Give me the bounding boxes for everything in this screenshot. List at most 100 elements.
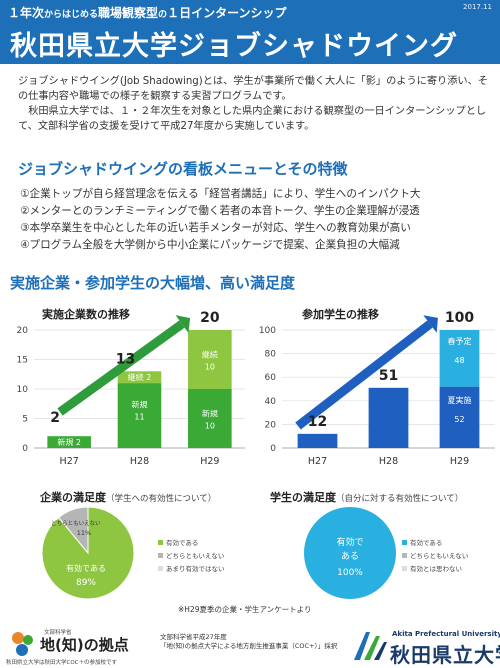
company-satisfaction-pie: 有効である89%どちらともいえない11%有効であるどちらともいえないあまり有効で…: [41, 506, 225, 600]
segment-label: 継続 2: [128, 372, 152, 382]
menu-item: ①企業トップが自ら経営理念を伝える「経営者講話」により、学生へのインパクト大: [20, 188, 421, 200]
company-satisfaction-subtitle: （学生への有効性について）: [106, 494, 217, 504]
legend-label: 有効である: [166, 538, 198, 547]
y-tick-label: 80: [265, 350, 277, 360]
segment-label: 新規: [132, 400, 148, 410]
pie-slice-label: どちらともいえない: [51, 519, 101, 527]
trend-arrow-head: [423, 315, 438, 333]
subtitle-suffix: １日インターンシップ: [167, 6, 287, 20]
legend-swatch: [402, 553, 407, 558]
intro-paragraph-1: ジョブシャドウイング(Job Shadowing)とは、学生が事業所で働く大人に…: [18, 76, 488, 102]
menu-item: ②メンターとのランチミーティングで働く若者の本音トーク、学生の企業理解が浸透: [20, 205, 420, 217]
university-emblem-icon: [354, 632, 387, 660]
coc-logo: 文部科学省 地(知)の拠点 秋田県立大学は秋田大学COC＋の参加校です: [4, 628, 154, 666]
bar-segment: [368, 387, 409, 448]
university-name-jp: 秋田県立大学: [390, 643, 500, 667]
intro-paragraph-2: 秋田県立大学では、１・２年次生を対象とした県内企業における観察型の一日インターン…: [18, 106, 487, 132]
subtitle-small2: の: [158, 10, 168, 20]
bar-segment: [117, 371, 162, 384]
total-label: 12: [308, 414, 327, 430]
segment-label: 夏実施: [448, 395, 472, 405]
total-label: 51: [379, 368, 398, 384]
survey-note: ※H29夏季の企業・学生アンケートより: [178, 605, 312, 614]
legend-label: 有効とは思わない: [410, 564, 462, 573]
x-tick-label: H27: [308, 456, 327, 467]
university-name-en: Akita Prefectural University: [392, 630, 500, 638]
company-satisfaction-label: 企業の満足度: [40, 491, 106, 504]
pie-slice-value: 89%: [76, 578, 96, 588]
y-tick-label: 15: [17, 356, 28, 366]
university-logo: Akita Prefectural University 秋田県立大学: [350, 628, 500, 667]
footer-adoption-note: 文部科学省平成27年度 「地(知)の拠点大学による地方創生推進事業（COC+）」…: [160, 633, 337, 651]
x-tick-label: H28: [379, 456, 398, 467]
y-tick-label: 5: [22, 415, 28, 425]
segment-label: 10: [205, 363, 215, 372]
footer-center-line-2: 「地(知)の拠点大学による地方創生推進事業（COC+）」採択: [160, 642, 338, 650]
segment-label: 春予定: [448, 336, 472, 346]
legend-swatch: [402, 540, 407, 545]
subtitle-prefix: １年次: [8, 6, 45, 20]
menu-item: ③本学卒業生を中心とした年の近い若手メンターが対応、学生への教育効果が高い: [20, 222, 411, 234]
legend-swatch: [158, 566, 163, 571]
subtitle-small1: からはじめる: [44, 10, 99, 20]
students-chart-title: 参加学生の推移: [302, 307, 379, 321]
segment-label: 新規: [202, 409, 218, 419]
segment-label: 52: [454, 415, 464, 424]
students-chart: 参加学生の推移 0 20 40 60 80 100 H27 12 H28 51 H29 100 春予定…: [259, 307, 495, 467]
page-title: 秋田県立大学ジョブシャドウイング: [10, 31, 458, 62]
issue-date: 2017.11: [463, 3, 492, 11]
total-label: 20: [200, 310, 220, 326]
segment-label: 新規 2: [57, 437, 81, 447]
subtitle-mid: 職場観察型: [98, 6, 159, 20]
y-tick-label: 10: [17, 385, 29, 395]
companies-chart: 実施企業数の推移 0 5 10 15 20 H27 2 H28 13 H29 20 新規 2 新規 11…: [17, 307, 245, 467]
bar-segment: [188, 330, 232, 389]
bar-segment: [117, 383, 162, 448]
legend-swatch: [158, 540, 163, 545]
pie-slice-label: ある: [341, 551, 359, 562]
legend-label: 有効である: [410, 538, 442, 547]
y-tick-label: 0: [270, 444, 276, 454]
x-tick-label: H28: [130, 456, 149, 467]
y-tick-label: 20: [17, 326, 29, 336]
pie-slice-label: 有効で: [336, 536, 363, 548]
intro-text: ジョブシャドウイング(Job Shadowing)とは、学生が事業所で働く大人に…: [18, 74, 488, 134]
bar-segment: [297, 433, 338, 448]
total-label: 100: [445, 310, 474, 326]
pie-slice-value: 11%: [77, 529, 91, 537]
y-tick-label: 20: [265, 420, 277, 430]
student-satisfaction-label: 学生の満足度: [270, 491, 336, 504]
pie-slice-value: 100%: [337, 568, 363, 578]
header-banner: １年次からはじめる職場観察型の１日インターンシップ 2017.11 秋田県立大学…: [0, 0, 500, 64]
coc-logo-caption: 秋田県立大学は秋田大学COC＋の参加校です: [6, 660, 118, 666]
legend-label: どちらともいえない: [410, 552, 468, 560]
segment-label: 10: [205, 422, 215, 431]
bar-segment: [47, 436, 91, 448]
stats-section-title: 実施企業・参加学生の大幅増、高い満足度: [10, 274, 296, 292]
y-tick-label: 60: [265, 373, 277, 383]
menu-section-title: ジョブシャドウイングの看板メニューとその特徴: [18, 160, 348, 178]
menu-item: ④プログラム全般を大学側から中小企業にパッケージで提案、企業負担の大幅減: [20, 239, 400, 251]
segment-label: 継続: [202, 350, 218, 360]
trend-arrow-head: [175, 315, 191, 333]
bar-segment: [439, 330, 480, 387]
y-tick-label: 100: [259, 326, 276, 336]
companies-chart-title: 実施企業数の推移: [42, 307, 130, 321]
x-tick-label: H29: [450, 456, 469, 467]
segment-label: 48: [454, 356, 464, 365]
legend-label: どちらともいえない: [166, 552, 224, 560]
y-tick-label: 0: [22, 444, 28, 454]
legend-label: あまり有効ではない: [166, 564, 225, 573]
bar-segment: [439, 386, 480, 448]
coc-logo-text: 地(知)の拠点: [40, 636, 129, 654]
pie-slice: [304, 507, 396, 599]
pie-slice-label: 有効である: [66, 563, 106, 573]
legend-swatch: [402, 566, 407, 571]
student-satisfaction-title: 学生の満足度（自分に対する有効性について）: [270, 489, 463, 505]
footer-center-line-1: 文部科学省平成27年度: [160, 633, 227, 641]
legend-swatch: [158, 553, 163, 558]
student-satisfaction-subtitle: （自分に対する有効性について）: [336, 494, 464, 504]
y-tick-label: 40: [265, 397, 277, 407]
menu-list: ①企業トップが自ら経営理念を伝える「経営者講話」により、学生へのインパクト大 ②…: [20, 186, 421, 254]
